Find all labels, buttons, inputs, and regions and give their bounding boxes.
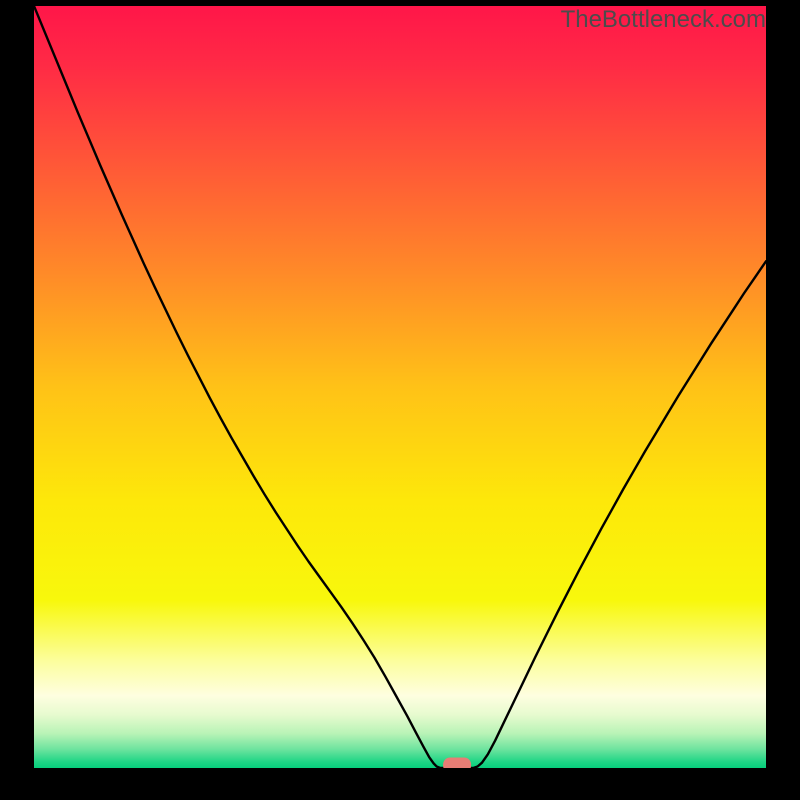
watermark-text: TheBottleneck.com — [561, 6, 766, 34]
chart-frame: TheBottleneck.com — [0, 0, 800, 800]
optimum-marker — [443, 757, 471, 768]
bottleneck-curve — [34, 6, 766, 768]
plot-area — [34, 6, 766, 768]
gradient-background — [34, 6, 766, 768]
